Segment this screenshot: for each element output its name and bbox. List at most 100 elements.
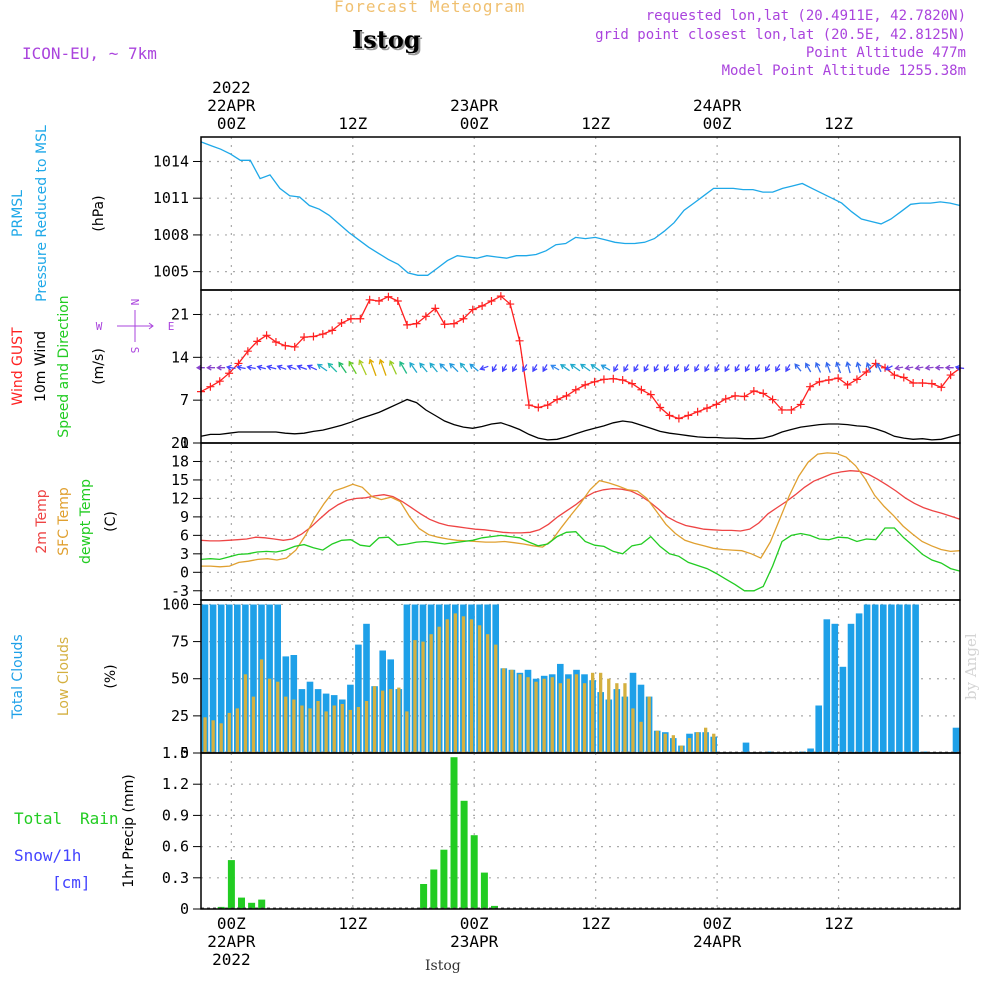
low-clouds-bar: [510, 669, 514, 753]
wind-direction-arrow: [875, 362, 882, 373]
y-axis-label: SFC Temp: [56, 487, 72, 556]
gust-marker: [899, 373, 908, 382]
gust-marker: [365, 295, 374, 304]
gust-marker: [590, 377, 599, 386]
total-clouds-bar: [912, 604, 919, 753]
y-tick-label: 1011: [153, 189, 189, 207]
wind-direction-arrow: [623, 364, 629, 373]
gust-marker: [421, 312, 430, 321]
time-label-bottom: 12Z: [824, 914, 853, 933]
time-label-top: 00Z: [460, 114, 489, 133]
low-clouds-bar: [712, 733, 716, 753]
wind-direction-arrow: [316, 363, 328, 372]
wind-direction-arrow: [894, 364, 904, 371]
low-clouds-bar: [397, 687, 401, 753]
gust-marker: [703, 404, 711, 413]
wind-direction-arrow: [653, 364, 659, 373]
series-line-10m-wind: [200, 398, 961, 441]
gust-marker: [290, 342, 299, 351]
time-label-top: 12Z: [338, 114, 367, 133]
compass-west: W: [96, 320, 103, 333]
low-clouds-bar: [356, 707, 361, 753]
wind-direction-arrow: [579, 363, 591, 372]
footer-station: Istog: [425, 958, 461, 974]
y-axis-label: Pressure Reduced to MSL: [34, 125, 50, 302]
wind-direction-arrow: [944, 364, 954, 371]
wind-direction-arrow: [550, 364, 560, 371]
wind-direction-arrow: [734, 364, 740, 373]
y-axis-label: (%): [103, 664, 119, 688]
total-clouds-bar: [234, 604, 241, 753]
wind-direction-arrow: [306, 364, 318, 371]
gust-marker: [215, 377, 224, 386]
wind-direction-arrow: [934, 364, 944, 371]
low-clouds-bar: [227, 712, 231, 753]
y-tick-label: 50: [171, 670, 189, 688]
low-clouds-bar: [203, 717, 207, 753]
gust-marker: [206, 382, 215, 391]
compass-axes: [117, 310, 154, 342]
gust-marker: [253, 337, 262, 346]
gust-marker: [684, 411, 693, 420]
gust-marker: [909, 379, 918, 388]
time-label-top: 22APR: [207, 96, 256, 115]
wind-direction-arrow: [744, 364, 750, 373]
gust-marker: [534, 403, 543, 412]
total-clouds-bar: [839, 666, 847, 753]
time-label-bottom: 23APR: [450, 932, 499, 951]
wind-direction-arrow: [845, 361, 852, 374]
gust-marker: [571, 385, 580, 394]
wind-direction-arrow: [914, 364, 924, 371]
gust-marker: [459, 314, 468, 323]
low-clouds-bar: [308, 708, 312, 753]
gust-marker: [346, 314, 355, 323]
legend-rain: Rain: [80, 809, 119, 828]
time-label-bottom: 00Z: [217, 914, 246, 933]
panel-frame: [200, 752, 961, 910]
gust-marker: [881, 363, 890, 372]
y-axis-label: Speed and Direction: [56, 295, 72, 437]
wind-direction-arrow: [724, 364, 730, 373]
wind-direction-arrow: [501, 364, 508, 373]
gust-marker: [562, 391, 571, 400]
low-clouds-bar: [502, 668, 506, 753]
time-label-bottom: 22APR: [207, 932, 256, 951]
wind-direction-arrow: [409, 361, 418, 373]
gust-marker: [843, 380, 852, 389]
low-clouds-bar: [647, 696, 651, 753]
rain-bar: [238, 897, 245, 909]
low-clouds-bar: [574, 674, 579, 753]
wind-direction-arrow: [785, 364, 791, 373]
gust-marker: [506, 300, 515, 309]
gust-marker: [852, 375, 861, 384]
gust-marker: [281, 341, 290, 350]
low-clouds-bar: [348, 709, 352, 753]
low-clouds-bar: [679, 745, 684, 753]
gust-marker: [787, 405, 796, 414]
wind-direction-arrow: [469, 363, 479, 372]
rain-bar: [258, 899, 266, 909]
total-clouds-bar: [363, 623, 370, 753]
total-clouds-bar: [355, 644, 362, 753]
gust-marker: [553, 395, 562, 404]
y-axis-label: 1hr Precip (mm): [121, 774, 137, 887]
gust-marker: [243, 347, 252, 356]
rain-bar: [450, 757, 458, 909]
low-clouds-bar: [235, 708, 239, 753]
low-clouds-bar: [292, 699, 296, 753]
y-tick-label: 0: [180, 563, 189, 581]
time-label-bottom: 24APR: [693, 932, 742, 951]
low-clouds-bar: [558, 683, 562, 753]
low-clouds-bar: [300, 705, 304, 753]
wind-direction-arrow: [633, 364, 639, 373]
series-line-dewpt-temp: [200, 527, 961, 592]
gust-marker: [628, 379, 637, 388]
low-clouds-bar: [284, 696, 288, 753]
low-clouds-bar: [259, 659, 264, 753]
total-clouds-bar: [742, 742, 750, 753]
low-clouds-bar: [566, 678, 570, 753]
wind-direction-arrow: [378, 358, 387, 376]
y-tick-label: 0.6: [162, 838, 189, 856]
low-clouds-bar: [453, 613, 457, 753]
